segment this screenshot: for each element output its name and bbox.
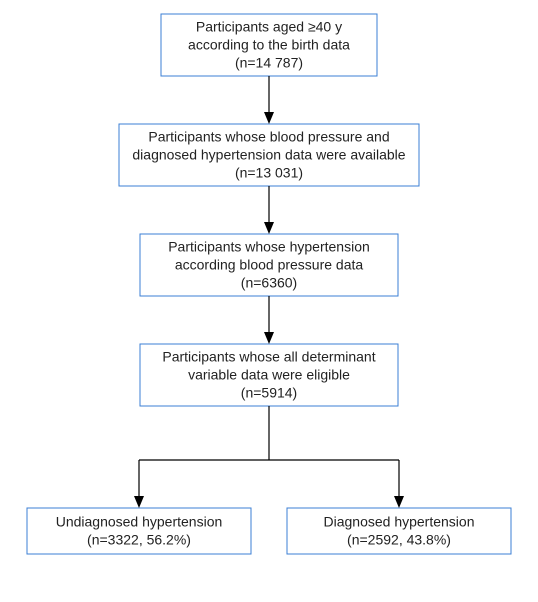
node-n5-line-1: (n=3322, 56.2%) xyxy=(87,532,191,548)
node-n3-line-1: according blood pressure data xyxy=(175,257,364,273)
node-n4-line-0: Participants whose all determinant xyxy=(162,349,375,365)
arrowhead-n4-n5 xyxy=(134,496,144,508)
node-n4-line-2: (n=5914) xyxy=(241,385,297,401)
node-n1: Participants aged ≥40 y according to the … xyxy=(161,14,377,76)
node-n4-line-1: variable data were eligible xyxy=(188,367,350,383)
arrowhead-n1-n2 xyxy=(264,112,274,124)
node-n1-line-1: according to the birth data xyxy=(188,37,350,53)
node-n6: Diagnosed hypertension (n=2592, 43.8%) xyxy=(287,508,511,554)
arrowhead-n3-n4 xyxy=(264,332,274,344)
node-n2: Participants whose blood pressure and dia… xyxy=(119,124,419,186)
flowchart: Participants aged ≥40 y according to the … xyxy=(0,0,538,602)
node-n1-line-2: (n=14 787) xyxy=(235,55,303,71)
node-n4: Participants whose all determinant variab… xyxy=(140,344,398,406)
arrowhead-n2-n3 xyxy=(264,222,274,234)
node-n6-line-1: (n=2592, 43.8%) xyxy=(347,532,451,548)
node-n5: Undiagnosed hypertension (n=3322, 56.2%) xyxy=(27,508,251,554)
node-n1-line-0: Participants aged ≥40 y xyxy=(196,19,342,35)
node-n3: Participants whose hypertension according… xyxy=(140,234,398,296)
node-n2-line-2: (n=13 031) xyxy=(235,165,303,181)
node-n2-line-0: Participants whose blood pressure and xyxy=(148,129,389,145)
node-n3-line-2: (n=6360) xyxy=(241,275,297,291)
arrowhead-n4-n6 xyxy=(394,496,404,508)
node-n6-line-0: Diagnosed hypertension xyxy=(324,514,475,530)
node-n3-line-0: Participants whose hypertension xyxy=(168,239,370,255)
node-n5-line-0: Undiagnosed hypertension xyxy=(56,514,223,530)
node-n2-line-1: diagnosed hypertension data were availab… xyxy=(132,147,405,163)
